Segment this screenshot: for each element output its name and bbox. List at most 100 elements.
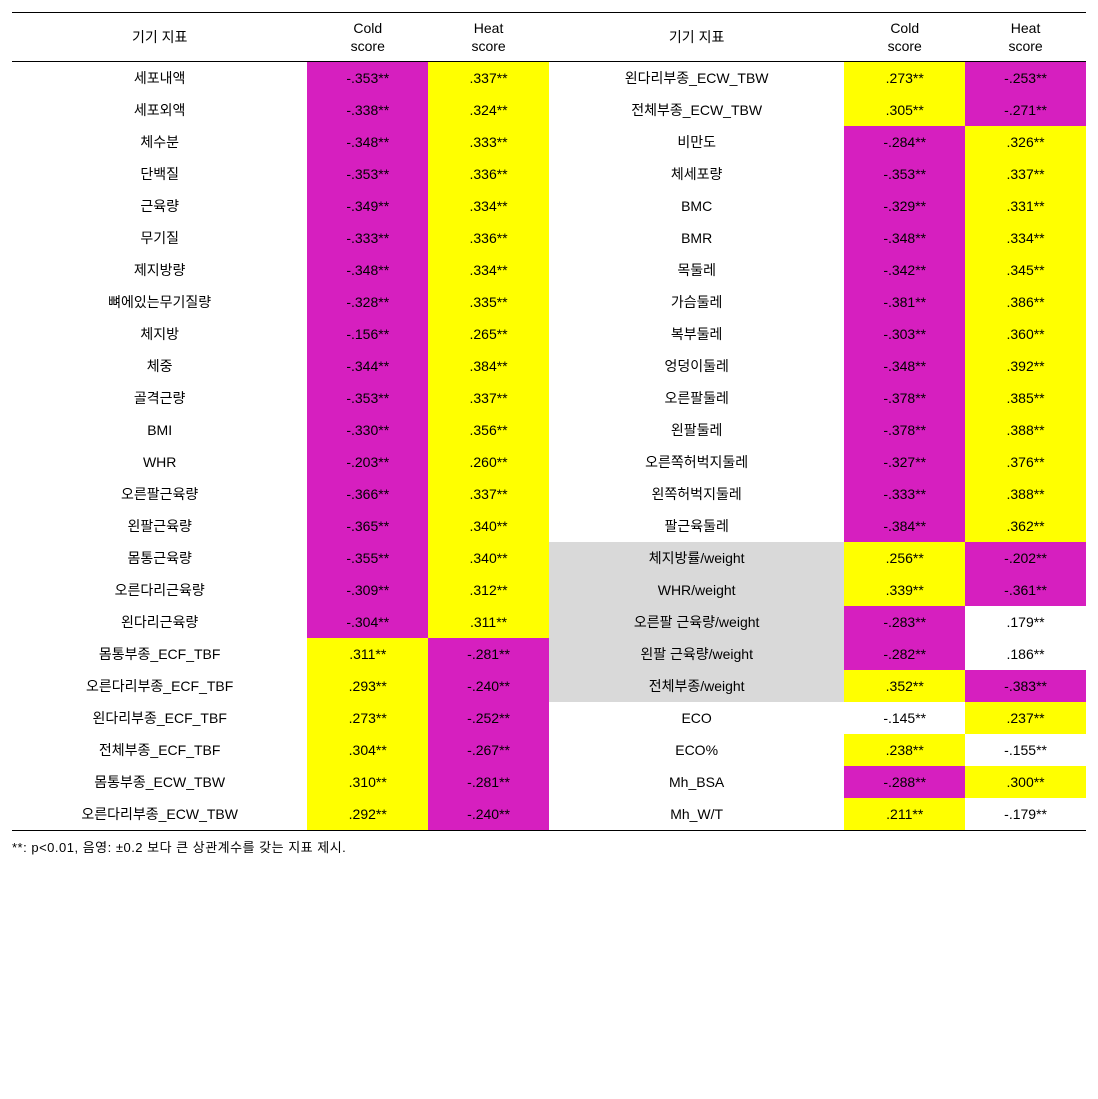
cell-l2: 오른팔 근육량/weight: [549, 606, 844, 638]
table-row: 단백질-.353**.336**체세포량-.353**.337**: [12, 158, 1086, 190]
cell-c1: -.330**: [307, 414, 428, 446]
cell-h2: .362**: [965, 510, 1086, 542]
cell-l2: 복부둘레: [549, 318, 844, 350]
cell-c1: -.366**: [307, 478, 428, 510]
footnote: **: p<0.01, 음영: ±0.2 보다 큰 상관계수를 갖는 지표 제시…: [12, 837, 1086, 856]
cell-c2: -.284**: [844, 126, 965, 158]
cell-h2: .392**: [965, 350, 1086, 382]
cell-l1: 오른다리근육량: [12, 574, 307, 606]
cell-h2: .300**: [965, 766, 1086, 798]
cell-c1: -.353**: [307, 158, 428, 190]
cell-c1: .311**: [307, 638, 428, 670]
cell-l1: 뼈에있는무기질량: [12, 286, 307, 318]
cell-c1: -.328**: [307, 286, 428, 318]
col-cold-2: Cold score: [844, 13, 965, 62]
cell-l1: 몸통부종_ECW_TBW: [12, 766, 307, 798]
table-row: 오른다리부종_ECF_TBF.293**-.240**전체부종/weight.3…: [12, 670, 1086, 702]
cell-l1: 단백질: [12, 158, 307, 190]
table-row: WHR-.203**.260**오른쪽허벅지둘레-.327**.376**: [12, 446, 1086, 478]
cell-c1: -.309**: [307, 574, 428, 606]
cell-l1: 체지방: [12, 318, 307, 350]
cell-l1: 세포내액: [12, 62, 307, 95]
cell-h1: .337**: [428, 478, 549, 510]
cell-l1: 오른다리부종_ECF_TBF: [12, 670, 307, 702]
cell-c1: -.333**: [307, 222, 428, 254]
cell-c1: -.355**: [307, 542, 428, 574]
cell-h2: .326**: [965, 126, 1086, 158]
cell-l1: 무기질: [12, 222, 307, 254]
table-row: 체중-.344**.384**엉덩이둘레-.348**.392**: [12, 350, 1086, 382]
cell-h1: .340**: [428, 510, 549, 542]
cell-h2: .331**: [965, 190, 1086, 222]
cell-l1: 오른다리부종_ECW_TBW: [12, 798, 307, 831]
cell-c1: .292**: [307, 798, 428, 831]
cell-c1: .310**: [307, 766, 428, 798]
cell-c1: -.353**: [307, 62, 428, 95]
cell-h1: .311**: [428, 606, 549, 638]
cell-h1: .336**: [428, 158, 549, 190]
cell-l2: 왼팔둘레: [549, 414, 844, 446]
table-row: 몸통부종_ECF_TBF.311**-.281**왼팔 근육량/weight-.…: [12, 638, 1086, 670]
cell-h2: .360**: [965, 318, 1086, 350]
cell-h1: .312**: [428, 574, 549, 606]
table-row: BMI-.330**.356**왼팔둘레-.378**.388**: [12, 414, 1086, 446]
cell-l1: 왼다리부종_ECF_TBF: [12, 702, 307, 734]
cell-l2: 체지방률/weight: [549, 542, 844, 574]
cell-c1: -.353**: [307, 382, 428, 414]
cell-c2: -.348**: [844, 350, 965, 382]
cell-c2: .339**: [844, 574, 965, 606]
cell-l2: 팔근육둘레: [549, 510, 844, 542]
cell-l1: 몸통근육량: [12, 542, 307, 574]
cell-c2: -.342**: [844, 254, 965, 286]
cell-l2: 오른팔둘레: [549, 382, 844, 414]
cell-h1: -.240**: [428, 798, 549, 831]
table-row: 세포외액-.338**.324**전체부종_ECW_TBW.305**-.271…: [12, 94, 1086, 126]
cell-h2: .388**: [965, 478, 1086, 510]
cell-l2: Mh_BSA: [549, 766, 844, 798]
cell-l2: WHR/weight: [549, 574, 844, 606]
cell-c2: .238**: [844, 734, 965, 766]
cell-l1: BMI: [12, 414, 307, 446]
cell-c2: -.327**: [844, 446, 965, 478]
cell-h1: .356**: [428, 414, 549, 446]
col-heat-1: Heat score: [428, 13, 549, 62]
table-row: 오른다리근육량-.309**.312**WHR/weight.339**-.36…: [12, 574, 1086, 606]
cell-c2: .352**: [844, 670, 965, 702]
table-row: 제지방량-.348**.334**목둘레-.342**.345**: [12, 254, 1086, 286]
table-row: 세포내액-.353**.337**왼다리부종_ECW_TBW.273**-.25…: [12, 62, 1086, 95]
cell-l2: ECO%: [549, 734, 844, 766]
cell-c2: .256**: [844, 542, 965, 574]
table-header-row: 기기 지표 Cold score Heat score 기기 지표 Cold s…: [12, 13, 1086, 62]
table-row: 체지방-.156**.265**복부둘레-.303**.360**: [12, 318, 1086, 350]
cell-c1: -.156**: [307, 318, 428, 350]
cell-c2: -.283**: [844, 606, 965, 638]
cell-c2: -.329**: [844, 190, 965, 222]
cell-l1: 골격근량: [12, 382, 307, 414]
cell-c2: -.348**: [844, 222, 965, 254]
cell-c1: -.348**: [307, 126, 428, 158]
cell-c1: -.203**: [307, 446, 428, 478]
table-row: 체수분-.348**.333**비만도-.284**.326**: [12, 126, 1086, 158]
cell-c2: -.384**: [844, 510, 965, 542]
table-row: 무기질-.333**.336**BMR-.348**.334**: [12, 222, 1086, 254]
cell-h2: -.271**: [965, 94, 1086, 126]
cell-h1: .337**: [428, 382, 549, 414]
cell-h1: .265**: [428, 318, 549, 350]
cell-h2: -.253**: [965, 62, 1086, 95]
cell-l1: 근육량: [12, 190, 307, 222]
cell-l2: 왼팔 근육량/weight: [549, 638, 844, 670]
cell-h2: .388**: [965, 414, 1086, 446]
cell-c1: -.344**: [307, 350, 428, 382]
table-row: 몸통부종_ECW_TBW.310**-.281**Mh_BSA-.288**.3…: [12, 766, 1086, 798]
cell-c2: -.288**: [844, 766, 965, 798]
cell-c1: .293**: [307, 670, 428, 702]
cell-h1: .260**: [428, 446, 549, 478]
table-row: 오른팔근육량-.366**.337**왼쪽허벅지둘레-.333**.388**: [12, 478, 1086, 510]
cell-h1: -.240**: [428, 670, 549, 702]
cell-c1: .304**: [307, 734, 428, 766]
table-row: 몸통근육량-.355**.340**체지방률/weight.256**-.202…: [12, 542, 1086, 574]
col-indicator-1: 기기 지표: [12, 13, 307, 62]
cell-l2: 엉덩이둘레: [549, 350, 844, 382]
correlation-table: 기기 지표 Cold score Heat score 기기 지표 Cold s…: [12, 12, 1086, 831]
cell-h2: .376**: [965, 446, 1086, 478]
